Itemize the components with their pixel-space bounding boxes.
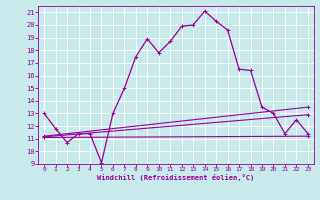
X-axis label: Windchill (Refroidissement éolien,°C): Windchill (Refroidissement éolien,°C) xyxy=(97,174,255,181)
